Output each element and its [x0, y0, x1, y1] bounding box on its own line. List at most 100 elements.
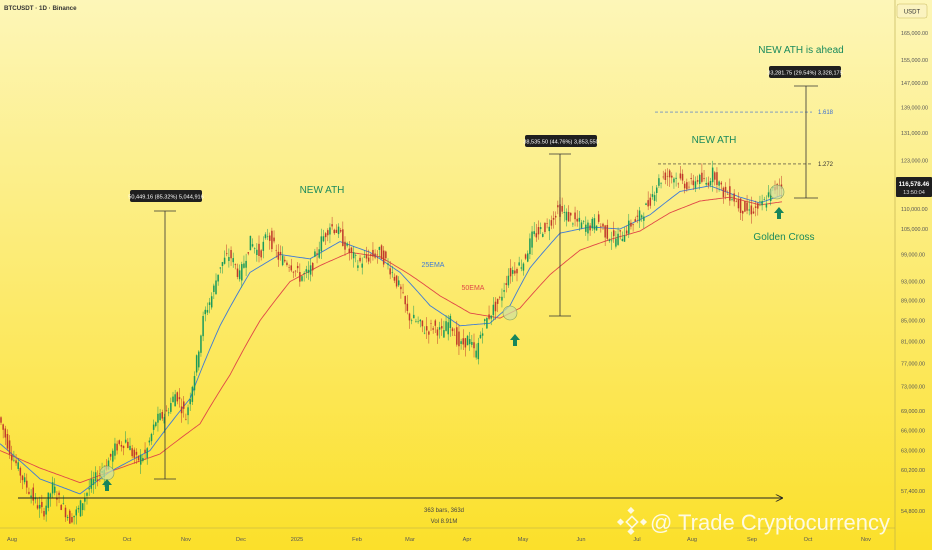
candle-body: [468, 339, 471, 345]
candle-body: [118, 440, 120, 444]
candle-body: [97, 479, 99, 482]
candle-body: [496, 298, 499, 304]
candle-body: [32, 487, 34, 501]
candle-body: [120, 445, 123, 447]
new-ath-ahead-label: NEW ATH is ahead: [758, 45, 843, 56]
candle-body: [193, 376, 196, 391]
candle-body: [204, 309, 206, 315]
candle-body: [161, 412, 163, 419]
candle-body: [217, 274, 219, 282]
candle-body: [628, 220, 630, 234]
candle-body: [144, 449, 146, 453]
candle-body: [511, 270, 514, 274]
candle-body: [509, 268, 512, 277]
candle-body: [580, 222, 583, 229]
candle-body: [522, 263, 525, 271]
candle-body: [320, 236, 323, 252]
currency-button[interactable]: [896, 3, 928, 19]
candle-body: [269, 235, 271, 241]
candle-body: [54, 486, 56, 493]
candle-body: [462, 338, 464, 345]
x-axis: Aug Sep Oct Nov Dec 2025 Feb Mar Apr May Jun Jul Aug…: [7, 537, 871, 543]
candle-body: [290, 265, 292, 271]
candle-body: [527, 253, 529, 262]
candle-body: [593, 218, 596, 230]
candle-body: [112, 450, 114, 462]
ema25-line: [0, 185, 783, 495]
candle-body: [531, 231, 533, 248]
candle-body: [135, 451, 138, 455]
candle-body: [453, 334, 456, 336]
candle-body: [75, 509, 77, 516]
candle-body: [2, 424, 4, 430]
current-price-tag: [896, 177, 932, 197]
candle-body: [645, 203, 647, 205]
candle-body: [348, 248, 351, 254]
candle-body: [200, 335, 202, 353]
x-tick-label: Sep: [747, 537, 757, 543]
candle-body: [582, 221, 585, 222]
candle-body: [251, 244, 254, 247]
x-tick-label: Apr: [463, 537, 472, 543]
candle-body: [90, 478, 93, 489]
candle-body: [656, 187, 658, 194]
candle-body: [507, 275, 510, 286]
candle-body: [49, 493, 52, 498]
up-arrow-3: [774, 207, 784, 219]
candle-body: [202, 315, 204, 337]
candle-body: [260, 250, 262, 258]
candle-body: [266, 236, 269, 238]
candle-body: [471, 342, 473, 345]
candle-body: [438, 327, 441, 330]
candle-body: [484, 319, 486, 321]
up-arrow-1: [102, 479, 112, 491]
candle-body: [245, 260, 247, 268]
candle-body: [243, 263, 245, 268]
candle-body: [436, 329, 439, 336]
watermark-text: @ Trade Cryptocurrency: [650, 510, 890, 535]
fib-levels: 1.272 1.618: [655, 110, 834, 168]
candle-body: [653, 195, 656, 201]
candle-body: [296, 265, 299, 269]
candle-body: [561, 206, 563, 212]
y-tick-label: 60,200.00: [901, 468, 925, 474]
range-bars-text: 363 bars, 363d: [424, 508, 464, 514]
candle-body: [716, 172, 718, 185]
candle-body: [38, 504, 41, 509]
y-tick-label: 89,000.00: [901, 299, 925, 305]
candle-body: [264, 234, 267, 239]
candle-body: [262, 241, 265, 251]
candle-body: [344, 241, 346, 250]
candle-body: [563, 212, 566, 213]
x-tick-label: May: [518, 537, 529, 543]
candle-body: [309, 265, 312, 275]
y-tick-label: 147,000.00: [901, 81, 928, 87]
candle-body: [460, 341, 462, 344]
candle-body: [677, 183, 679, 185]
candle-body: [681, 173, 684, 181]
candle-body: [505, 283, 507, 285]
y-tick-label: 131,000.00: [901, 131, 928, 137]
candle-body: [419, 319, 421, 322]
candle-body: [597, 214, 600, 222]
y-tick-label: 63,000.00: [901, 449, 925, 455]
candle-body: [253, 248, 256, 249]
candle-body: [600, 225, 602, 227]
x-tick-label: Mar: [405, 537, 415, 543]
candle-body: [329, 227, 331, 235]
candle-body: [142, 457, 144, 461]
candle-body: [56, 497, 58, 500]
candle-body: [402, 292, 404, 294]
candle-body: [71, 517, 73, 523]
candle-body: [307, 269, 310, 273]
candle-body: [589, 225, 591, 231]
candle-body: [13, 459, 15, 461]
cross-marker-1: [99, 465, 115, 481]
currency-label: USDT: [904, 10, 921, 16]
candle-body: [47, 492, 50, 508]
candle-body: [501, 296, 503, 301]
candle-body: [610, 240, 613, 242]
candle-body: [378, 246, 381, 250]
candle-body: [327, 230, 329, 236]
candle-body: [140, 454, 142, 465]
